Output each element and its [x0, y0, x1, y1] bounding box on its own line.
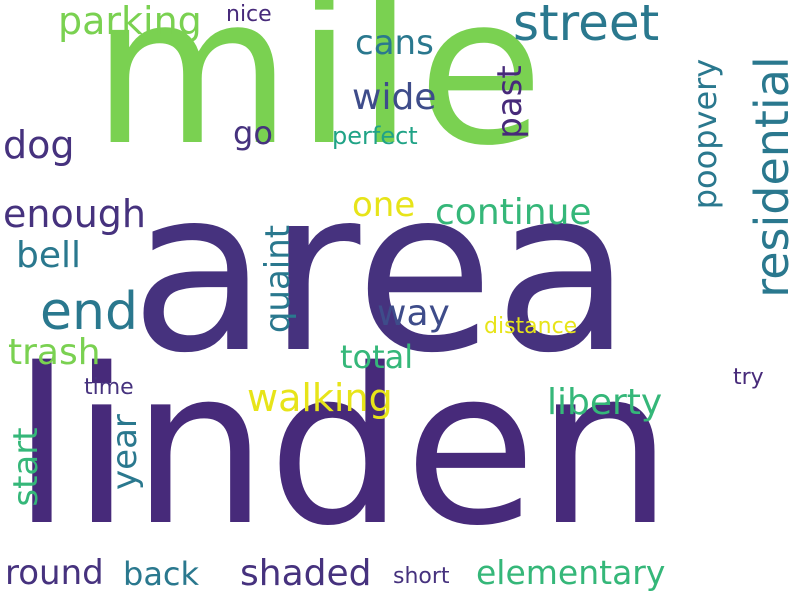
word-go: go — [233, 114, 273, 152]
word-parking: parking — [58, 0, 202, 43]
word-try: try — [733, 365, 764, 390]
word-end: end — [40, 282, 138, 342]
word-wide: wide — [352, 77, 437, 118]
word-street: street — [513, 0, 660, 52]
word-one: one — [352, 185, 416, 225]
word-round: round — [5, 553, 104, 593]
word-enough: enough — [3, 192, 147, 236]
word-continue: continue — [435, 192, 592, 233]
word-time: time — [84, 375, 134, 400]
word-bell: bell — [16, 235, 82, 276]
word-elementary: elementary — [476, 553, 666, 592]
word-dog: dog — [3, 123, 75, 167]
word-total: total — [340, 338, 414, 376]
word-year: year — [105, 414, 145, 490]
word-area: area — [130, 141, 632, 403]
word-trash: trash — [8, 332, 101, 373]
word-walking: walking — [247, 376, 393, 420]
word-perfect: perfect — [332, 122, 418, 150]
word-shaded: shaded — [240, 553, 372, 594]
word-quaint: quaint — [258, 224, 298, 334]
word-past: past — [490, 65, 530, 139]
word-back: back — [123, 555, 200, 593]
word-residential: residential — [745, 56, 799, 298]
word-mile: mile — [92, 0, 548, 191]
word-liberty: liberty — [547, 382, 663, 423]
word-nice: nice — [226, 2, 272, 27]
word-way: way — [377, 293, 450, 334]
word-start: start — [6, 427, 46, 507]
word-cans: cans — [355, 23, 434, 63]
word-short: short — [393, 564, 450, 589]
word-linden: linden — [12, 322, 673, 573]
word-distance: distance — [484, 314, 578, 339]
word-poopvery: poopvery — [686, 58, 724, 210]
